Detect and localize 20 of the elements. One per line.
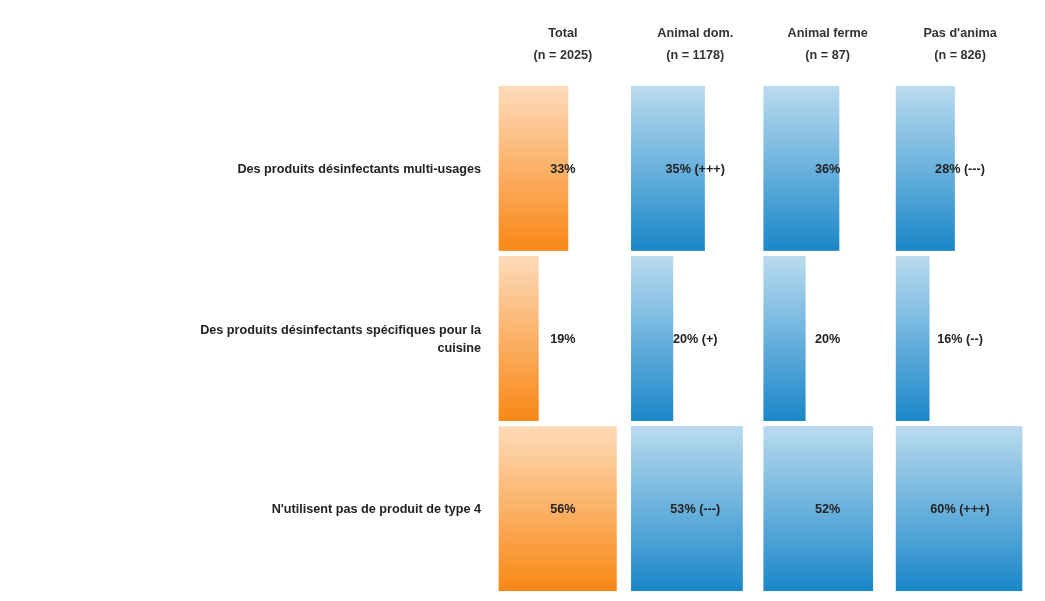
chart-subtitle: (n = 87)	[805, 47, 850, 62]
data-label: 56%	[550, 501, 576, 516]
y-tick-label: Des produits désinfectants spécifiques pour la cuisine	[200, 323, 483, 355]
chart-title: Animal ferme	[787, 26, 868, 41]
y-tick-label: N'utilisent pas de produit de type 4	[271, 501, 482, 516]
data-label: 16% (--)	[937, 331, 983, 346]
data-label: 52%	[815, 501, 841, 516]
chart-title: Animal dom.	[657, 26, 734, 41]
y-tick-label: Des produits désinfectants multi-usages	[237, 161, 482, 176]
chart-title: Total	[548, 26, 578, 41]
chart-title: Pas d'anima	[923, 26, 998, 41]
chart-subtitle: (n = 1178)	[666, 47, 725, 62]
data-label: 36%	[815, 161, 841, 176]
data-label: 20%	[815, 331, 841, 346]
data-label: 53% (---)	[670, 501, 721, 516]
data-label: 19%	[550, 331, 576, 346]
data-label: 20% (+)	[672, 331, 718, 346]
chart-subtitle: (n = 2025)	[533, 47, 593, 62]
chart-subtitle: (n = 826)	[934, 47, 986, 62]
data-label: 60% (+++)	[930, 501, 990, 516]
